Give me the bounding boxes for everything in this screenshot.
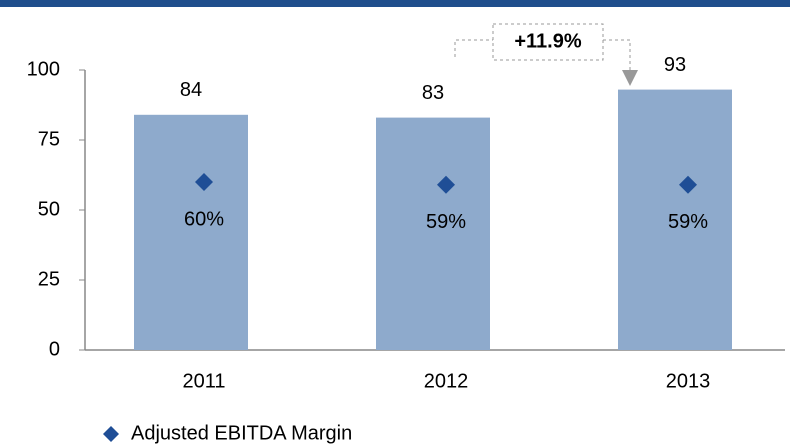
y-tick-label: 50 [38, 198, 60, 220]
bar [376, 117, 490, 350]
legend-marker [103, 426, 119, 442]
bracket [454, 39, 493, 57]
margin-label: 59% [426, 211, 466, 233]
margin-label: 59% [668, 211, 708, 233]
annotation: +11.9% [454, 23, 638, 86]
y-tick-label: 0 [49, 338, 60, 360]
annotation-text: +11.9% [514, 30, 582, 52]
bar-value-label: 83 [422, 82, 444, 104]
top-rule [0, 0, 790, 7]
legend-label: Adjusted EBITDA Margin [131, 422, 352, 444]
margin-label: 60% [184, 208, 224, 230]
x-tick-label: 2013 [666, 370, 711, 392]
margin-marker [437, 175, 455, 194]
y-tick-label: 25 [38, 268, 60, 290]
arrow [622, 70, 638, 86]
margin-marker [195, 173, 213, 191]
bar-value-label: 84 [180, 79, 202, 101]
y-tick-label: 75 [38, 128, 60, 150]
bar-value-label: 93 [664, 54, 686, 76]
x-tick-label: 2011 [182, 370, 225, 392]
margin-marker [679, 175, 697, 194]
bar [134, 114, 248, 350]
x-tick-label: 2012 [424, 370, 469, 392]
bracket [603, 39, 631, 72]
y-tick-label: 100 [27, 58, 60, 80]
bar [618, 89, 732, 350]
annotation-box [492, 23, 604, 61]
